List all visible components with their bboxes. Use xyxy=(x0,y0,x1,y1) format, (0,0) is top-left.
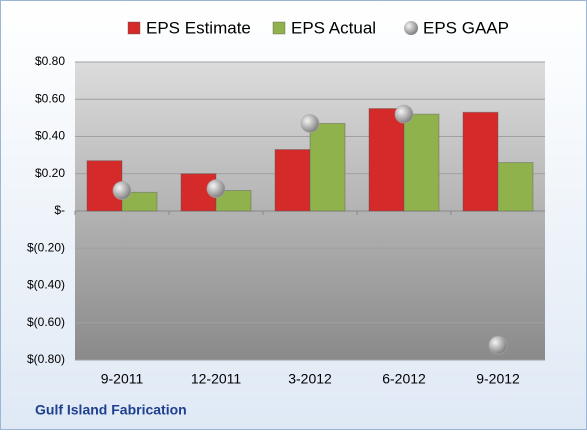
bar xyxy=(274,149,311,212)
legend-label: EPS GAAP xyxy=(423,18,509,37)
footer: Gulf Island Fabrication xyxy=(35,402,187,418)
y-tick-label: $0.20 xyxy=(35,166,65,180)
bar xyxy=(403,113,440,212)
y-tick-label: $(0.80) xyxy=(27,352,65,366)
y-tick-label: $0.60 xyxy=(35,91,65,105)
marker xyxy=(206,179,226,199)
marker xyxy=(112,181,132,201)
legend-label: EPS Estimate xyxy=(146,18,251,37)
bar xyxy=(215,190,252,212)
y-tick-label: $(0.40) xyxy=(27,278,65,292)
marker xyxy=(488,335,508,355)
y-tick-label: $0.80 xyxy=(35,54,65,68)
legend-swatch xyxy=(404,21,418,35)
bar xyxy=(121,191,158,212)
x-tick-label: 6-2012 xyxy=(382,371,426,387)
bar xyxy=(309,122,346,212)
bar xyxy=(368,108,405,212)
legend-swatch xyxy=(127,21,141,35)
x-tick-label: 9-2011 xyxy=(101,371,144,387)
marker xyxy=(394,104,414,124)
y-tick-label: $- xyxy=(54,203,65,217)
x-tick-label: 9-2012 xyxy=(476,371,520,387)
y-tick-label: $(0.20) xyxy=(27,240,65,254)
marker xyxy=(300,113,320,133)
bar xyxy=(497,162,534,212)
legend-swatch xyxy=(272,21,286,35)
y-tick-label: $(0.60) xyxy=(27,315,65,329)
y-tick-label: $0.40 xyxy=(35,129,65,143)
legend-label: EPS Actual xyxy=(291,18,376,37)
x-tick-label: 3-2012 xyxy=(288,371,332,387)
bar xyxy=(462,111,499,212)
x-tick-label: 12-2011 xyxy=(191,371,242,387)
